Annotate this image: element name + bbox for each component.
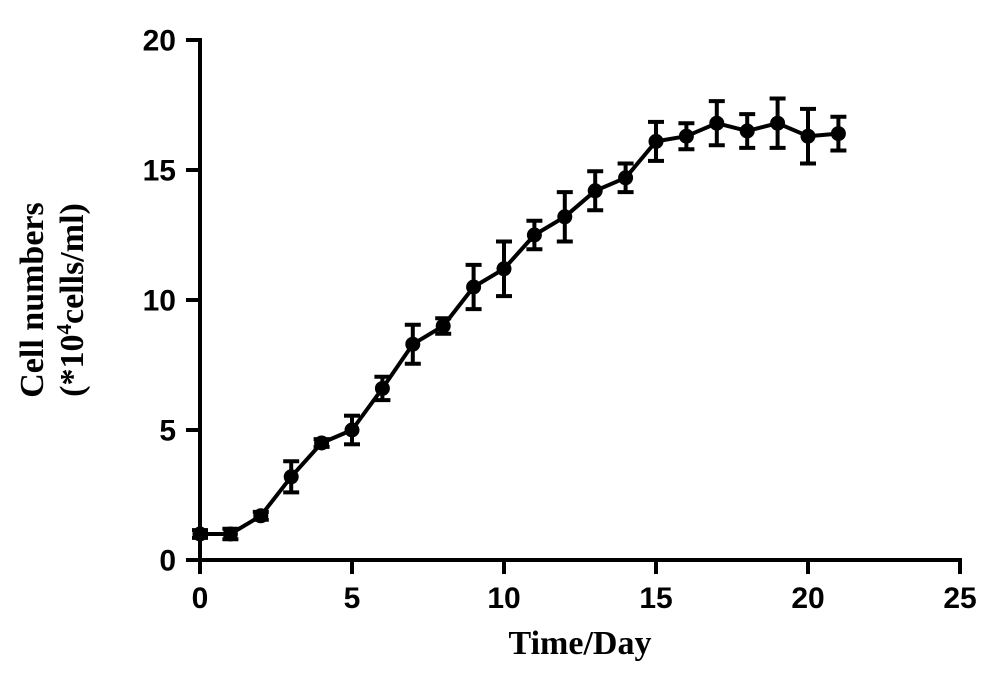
data-point [649,134,663,148]
data-point [284,470,298,484]
data-point [254,509,268,523]
data-point [558,210,572,224]
y-axis-label-line2: (*104cells/ml) [52,203,91,397]
y-axis-label: Cell numbers(*104cells/ml) [14,202,91,398]
axes: 0 5 10 15 20 25 0 5 10 15 20 [143,25,977,616]
data-series [192,99,846,542]
data-point [831,127,845,141]
data-point [467,280,481,294]
data-point [345,423,359,437]
data-point [801,129,815,143]
data-point [406,337,420,351]
data-point [436,319,450,333]
data-point [740,124,754,138]
data-point [497,262,511,276]
chart-svg: 0 5 10 15 20 25 0 5 10 15 20 Time/Day Cell numbers(*… [0,0,1000,678]
x-axis-label: Time/Day [509,625,652,662]
x-tick-label: 15 [639,582,672,615]
data-point [527,228,541,242]
data-point [223,527,237,541]
y-tick-label: 15 [143,155,176,188]
data-point [710,116,724,130]
data-point [588,184,602,198]
x-tick-label: 20 [791,582,824,615]
data-point [315,436,329,450]
data-point [375,381,389,395]
y-tick-label: 0 [159,545,176,578]
growth-curve-chart: 0 5 10 15 20 25 0 5 10 15 20 Time/Day Cell numbers(*… [0,0,1000,678]
y-tick-label: 10 [143,285,176,318]
y-axis-label-line1: Cell numbers [14,202,51,398]
x-tick-label: 0 [192,582,209,615]
data-point [619,171,633,185]
data-point [193,527,207,541]
x-tick-label: 10 [487,582,520,615]
y-tick-label: 5 [159,415,176,448]
x-tick-label: 5 [344,582,361,615]
data-point [679,129,693,143]
y-tick-label: 20 [143,25,176,58]
x-tick-label: 25 [943,582,976,615]
data-point [771,116,785,130]
